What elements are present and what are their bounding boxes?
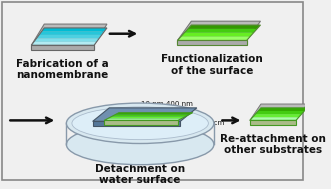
Text: 5 cm: 5 cm (207, 120, 224, 126)
Polygon shape (250, 120, 296, 125)
Polygon shape (177, 37, 250, 40)
Text: Functionalization
of the surface: Functionalization of the surface (161, 54, 263, 76)
Polygon shape (104, 119, 182, 120)
Ellipse shape (67, 103, 214, 143)
Ellipse shape (72, 107, 209, 140)
Text: 10 nm-400 nm: 10 nm-400 nm (141, 101, 193, 107)
Polygon shape (31, 42, 97, 45)
Polygon shape (250, 117, 299, 120)
Polygon shape (177, 21, 260, 40)
Polygon shape (36, 35, 102, 38)
Polygon shape (188, 25, 260, 29)
Polygon shape (112, 115, 189, 117)
Polygon shape (256, 111, 304, 114)
Polygon shape (177, 40, 247, 45)
Polygon shape (108, 117, 185, 119)
Polygon shape (250, 104, 307, 120)
Polygon shape (177, 40, 247, 44)
Polygon shape (250, 120, 296, 124)
FancyBboxPatch shape (2, 2, 303, 180)
Polygon shape (181, 33, 254, 37)
Polygon shape (253, 114, 302, 117)
Polygon shape (31, 45, 94, 49)
Polygon shape (115, 113, 193, 115)
Polygon shape (39, 31, 104, 35)
Polygon shape (31, 45, 94, 50)
Text: Detachment on
water surface: Detachment on water surface (95, 164, 185, 185)
Polygon shape (42, 28, 107, 31)
Text: Re-attachment on
other substrates: Re-attachment on other substrates (220, 134, 326, 156)
Polygon shape (93, 121, 180, 126)
Polygon shape (31, 24, 107, 45)
Polygon shape (258, 108, 307, 111)
Polygon shape (104, 120, 178, 125)
Polygon shape (34, 38, 99, 42)
Ellipse shape (67, 124, 214, 165)
Polygon shape (184, 29, 257, 33)
Text: Fabrication of a
nanomembrane: Fabrication of a nanomembrane (16, 59, 109, 80)
Polygon shape (93, 108, 197, 121)
